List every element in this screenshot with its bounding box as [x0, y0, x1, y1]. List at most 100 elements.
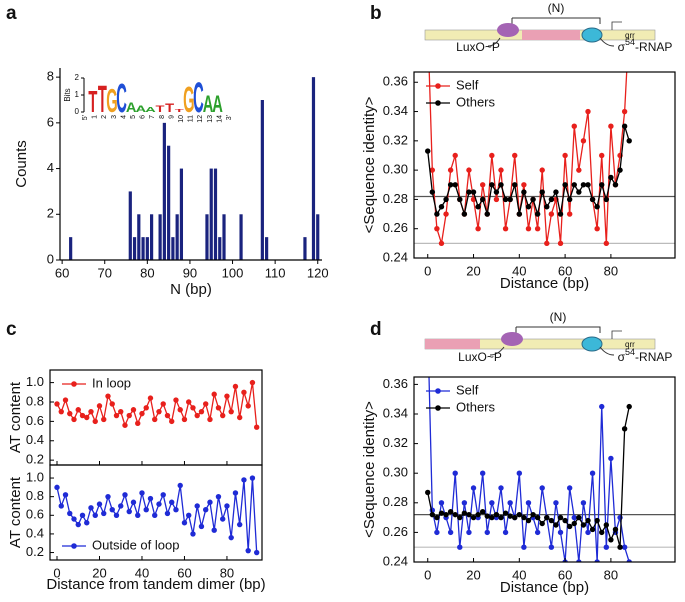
data-point — [484, 529, 490, 536]
data-point — [173, 397, 179, 403]
legend-marker — [435, 388, 441, 394]
data-point — [203, 507, 209, 513]
logo-letter: T — [175, 108, 184, 113]
data-point — [101, 510, 107, 517]
logo-position: 10 — [178, 115, 185, 123]
bar — [149, 214, 154, 260]
data-point — [548, 211, 555, 217]
data-point — [548, 544, 555, 550]
data-point — [621, 426, 628, 432]
x-tick-label: 0 — [424, 263, 431, 278]
data-point — [434, 529, 440, 536]
data-point — [452, 152, 458, 159]
logo-position: 8 — [159, 115, 166, 119]
logo-letter: A — [126, 100, 137, 116]
logo-letter: T — [98, 79, 107, 121]
data-point — [181, 416, 188, 423]
y-tick-label: 0.2 — [26, 544, 44, 559]
data-point — [194, 412, 200, 419]
y-tick-label: 6 — [47, 114, 54, 129]
data-point — [139, 410, 145, 417]
data-point — [544, 514, 550, 521]
data-point — [553, 522, 559, 528]
data-point — [236, 521, 243, 528]
bar — [179, 168, 184, 260]
x-tick-label: 40 — [512, 263, 526, 278]
data-point — [224, 393, 230, 399]
y-tick-label: 0.6 — [26, 413, 44, 428]
data-point — [466, 167, 472, 173]
dna-region — [425, 339, 480, 349]
data-point — [113, 412, 120, 419]
data-point — [245, 547, 251, 554]
span-label: (N) — [550, 310, 567, 324]
data-point — [438, 204, 445, 210]
data-point — [585, 182, 591, 188]
data-point — [589, 526, 596, 533]
data-point — [169, 418, 175, 425]
data-point — [539, 167, 545, 173]
rnap — [581, 336, 603, 352]
arrow — [487, 37, 501, 47]
data-point — [534, 529, 541, 536]
x-tick-label: 60 — [55, 265, 69, 280]
data-point — [220, 412, 226, 419]
data-point — [173, 507, 179, 513]
x-tick-label: 20 — [92, 565, 106, 580]
data-point — [603, 522, 610, 528]
x-tick-label: 80 — [604, 263, 618, 278]
data-point — [626, 559, 632, 562]
data-point — [152, 512, 158, 518]
data-point — [105, 493, 111, 500]
x-tick-label: 80 — [220, 565, 234, 580]
x-tick-label: 60 — [177, 565, 191, 580]
data-point — [143, 405, 149, 411]
legend-label: Self — [456, 382, 479, 397]
data-point — [475, 204, 481, 210]
y-tick-label: 0.4 — [26, 432, 44, 447]
bar — [175, 214, 179, 260]
data-point — [245, 403, 251, 409]
x-tick-label: 60 — [558, 567, 572, 582]
rnap-text: -RNAP — [635, 40, 672, 54]
data-point — [438, 240, 445, 247]
logo-letter: T — [156, 104, 165, 115]
data-point — [489, 152, 495, 159]
data-point — [249, 379, 256, 386]
data-point — [143, 507, 149, 513]
data-point — [539, 485, 545, 491]
logo-letter: A — [203, 92, 214, 118]
data-point — [71, 516, 77, 522]
data-point — [566, 523, 573, 530]
data-point — [479, 182, 486, 188]
y-tick-label: 0.6 — [26, 507, 44, 522]
bar — [69, 237, 73, 260]
y-tick-label: 8 — [47, 69, 54, 84]
data-point — [164, 412, 171, 419]
x-tick-label: 120 — [307, 265, 329, 280]
logo-letter: A — [145, 106, 156, 113]
data-point — [612, 526, 619, 533]
data-point — [479, 196, 486, 203]
data-point — [452, 182, 458, 188]
data-point — [571, 123, 577, 129]
data-point — [576, 189, 582, 195]
x-tick-label: 0 — [424, 567, 431, 582]
x-tick-label: 90 — [183, 265, 197, 280]
y-tick-label: 0.8 — [26, 393, 44, 408]
logo-position: 6 — [140, 115, 147, 119]
rnap-symbol: σ — [618, 40, 626, 54]
legend-label: Others — [456, 94, 496, 109]
data-point — [75, 407, 81, 413]
data-point — [156, 501, 162, 507]
logo-position: 7 — [149, 115, 156, 119]
legend-marker — [435, 405, 441, 411]
data-point — [479, 470, 486, 476]
logo-position: 4 — [120, 115, 127, 119]
data-point — [507, 513, 513, 519]
data-point — [75, 521, 81, 528]
data-point — [443, 211, 449, 217]
x-tick-label: 80 — [604, 567, 618, 582]
data-point — [617, 167, 623, 173]
